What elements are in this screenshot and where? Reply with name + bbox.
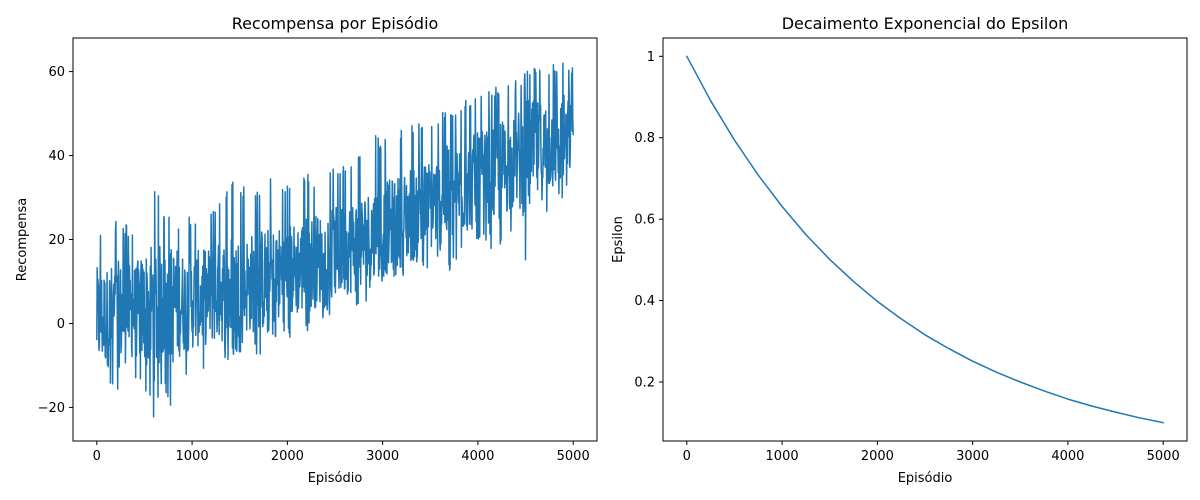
reward-y-tick-label: 20: [48, 233, 65, 248]
epsilon-y-axis-label: Epsilon: [611, 216, 626, 263]
reward-series-line: [96, 62, 574, 418]
epsilon-y-tick-label: 0.4: [634, 294, 655, 309]
reward-y-axis-label: Recompensa: [15, 198, 30, 281]
epsilon-y-tick-label: 0.8: [634, 131, 655, 146]
reward-chart-title: Recompensa por Episódio: [232, 14, 439, 33]
epsilon-y-tick-label: 0.6: [634, 213, 655, 228]
epsilon-plot-frame: [662, 37, 1188, 442]
epsilon-x-tick-label: 2000: [861, 449, 894, 464]
epsilon-chart: 0 1000 2000 3000 4000 5000 0.2 0.4 0.6 0.8 1 Decaim…: [611, 14, 1188, 486]
reward-y-tick-label: 0: [57, 317, 65, 332]
reward-y-tick-label: −20: [38, 401, 65, 416]
epsilon-x-tick-label: 4000: [1051, 449, 1084, 464]
epsilon-x-tick-label: 0: [683, 449, 691, 464]
reward-x-tick-label: 3000: [366, 449, 399, 464]
reward-x-tick-label: 2000: [271, 449, 304, 464]
epsilon-x-tick-label: 1000: [766, 449, 799, 464]
epsilon-y-tick-label: 0.2: [634, 375, 655, 390]
epsilon-x-tick-label: 3000: [956, 449, 989, 464]
reward-x-tick-label: 4000: [461, 449, 494, 464]
reward-y-tick-label: 60: [48, 65, 65, 80]
epsilon-chart-title: Decaimento Exponencial do Epsilon: [782, 14, 1069, 33]
epsilon-x-tick-label: 5000: [1147, 449, 1180, 464]
reward-chart: 0 1000 2000 3000 4000 5000 −20 0 20 40 60 Recompens…: [15, 14, 598, 486]
reward-y-tick-label: 40: [48, 149, 65, 164]
reward-x-tick-label: 5000: [557, 449, 590, 464]
reward-x-axis-label: Episódio: [308, 471, 363, 486]
reward-x-tick-label: 0: [93, 449, 101, 464]
reward-x-tick-label: 1000: [176, 449, 209, 464]
epsilon-x-axis-label: Episódio: [898, 471, 953, 486]
epsilon-series-line: [686, 55, 1164, 424]
epsilon-y-tick-label: 1: [647, 50, 655, 65]
